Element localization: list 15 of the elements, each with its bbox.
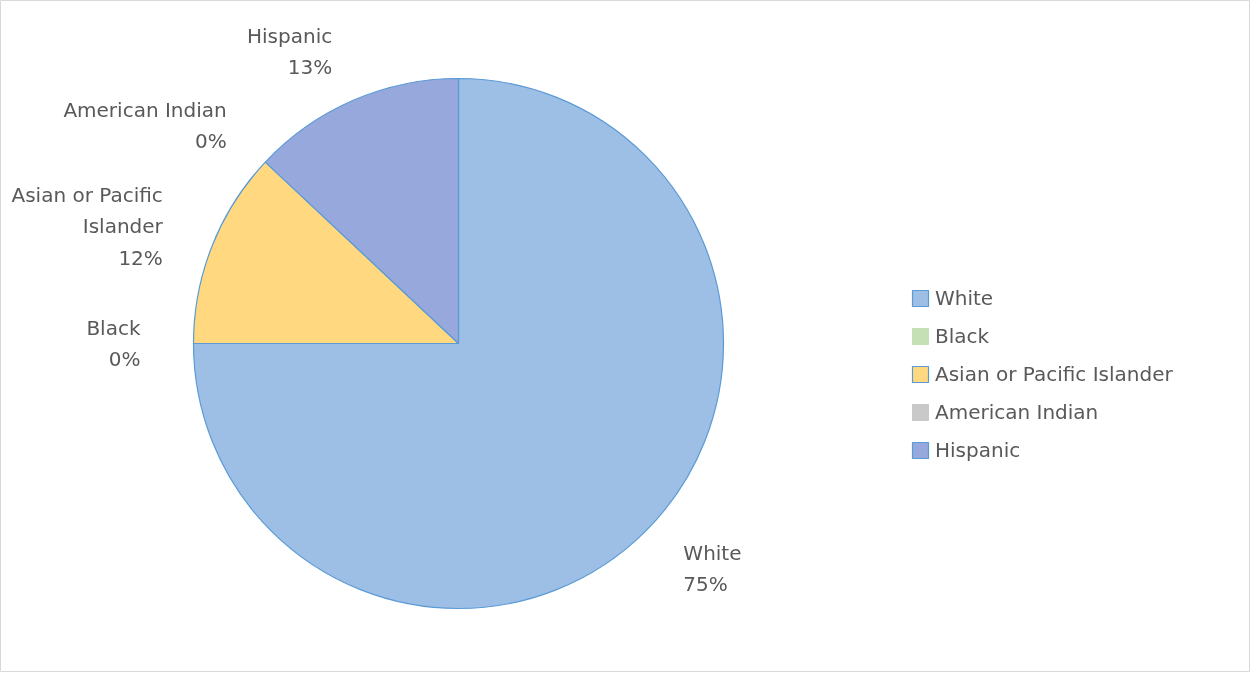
legend-label: Hispanic	[935, 438, 1021, 462]
legend-label: Black	[935, 324, 990, 348]
category-label: American Indian	[63, 98, 227, 123]
legend-label: White	[935, 286, 994, 310]
text: 0%	[108, 347, 141, 372]
legend-label: American Indian	[935, 400, 1099, 424]
category-label: Black	[86, 315, 141, 340]
data-label: 75%	[683, 571, 728, 596]
data-label: 12%	[118, 245, 163, 270]
slice-label: Hispanic	[247, 24, 333, 49]
slice-label: Asian or Pacific Islander	[11, 183, 164, 239]
data-label: 13%	[287, 55, 333, 80]
text: 0%	[194, 129, 227, 154]
slice-label: White	[683, 540, 742, 565]
legend-label: Asian or Pacific Islander	[935, 362, 1173, 386]
